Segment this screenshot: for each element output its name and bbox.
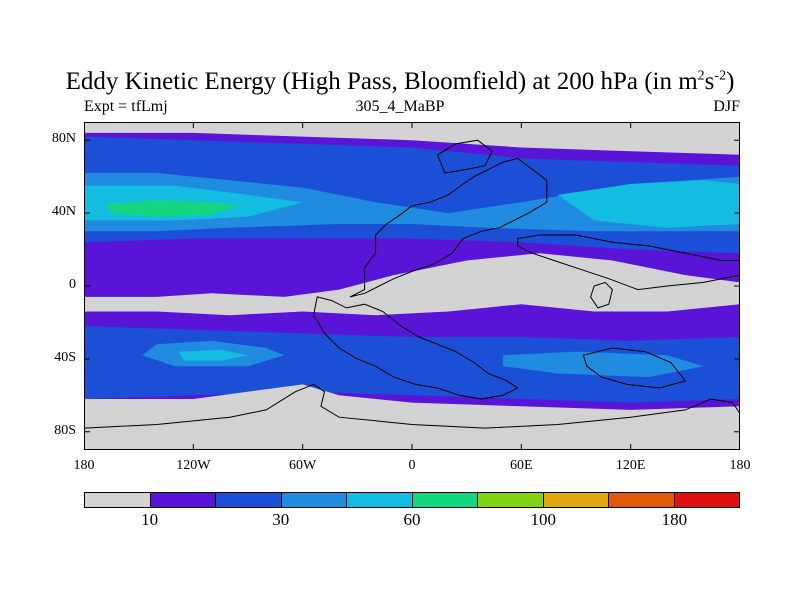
colorbar-tick-label: 10 [141,510,159,529]
contour-region-tropical-gray [84,253,740,316]
colorbar-segment [412,493,478,507]
colorbar-tick-label: 60 [403,510,421,529]
lon-tick-label: 120W [176,458,211,473]
lat-tick-label: 40N [51,204,76,220]
lat-tick-label: 80S [54,422,76,438]
colorbar-segment [674,493,739,507]
contour-region-arctic-gray [84,122,740,155]
experiment-label: Expt = tfLmj [84,98,168,115]
colorbar-tick-label: 100 [530,510,556,529]
lon-tick-label: 180 [729,458,751,473]
continent-outline-paleo-greenland [436,139,493,174]
continent-outline-paleo-africa-southamerica [313,296,519,400]
lon-tick-label: 0 [408,458,416,473]
contour-region-antarctic-gray [84,384,740,450]
lon-tick-label: 60W [289,458,317,473]
continent-outline-paleo-eurasia [517,234,740,291]
lat-tick-label: 80N [51,131,76,147]
continent-outline-paleo-australia [582,347,687,389]
lon-tick-label: 120E [615,458,646,473]
lat-tick-label: 40S [54,349,76,365]
colorbar-segment [543,493,609,507]
contour-region-sh-pacific-inner [178,349,248,361]
colorbar-segment [281,493,347,507]
continent-outline-paleo-antarctica [84,383,740,450]
colorbar-segment [85,493,151,507]
contour-region-sh-indian-core [503,351,704,378]
lon-tick-label: 180 [73,458,95,473]
season-label: DJF [713,98,740,115]
run-label: 305_4_MaBP [355,98,445,115]
contour-region-nh-atlantic-maximum [557,180,740,228]
colorbar [84,492,740,508]
colorbar-segment [150,493,216,507]
continent-outline-paleo-island-arc [590,281,613,309]
contour-region-nh-green-core [105,200,239,217]
lat-tick-label: 0 [69,277,76,292]
colorbar-tick-label: 30 [272,510,290,529]
colorbar-segment [609,493,675,507]
colorbar-segment [347,493,413,507]
chart-title: Eddy Kinetic Energy (High Pass, Bloomfie… [65,68,735,95]
colorbar-segment [216,493,282,507]
colorbar-segment [478,493,544,507]
contour-region-sh-storm-track-band [84,326,740,403]
contour-map [84,122,740,450]
lon-tick-label: 60E [510,458,533,473]
colorbar-tick-label: 180 [661,510,688,529]
continent-outline-paleo-north-america [349,157,548,298]
